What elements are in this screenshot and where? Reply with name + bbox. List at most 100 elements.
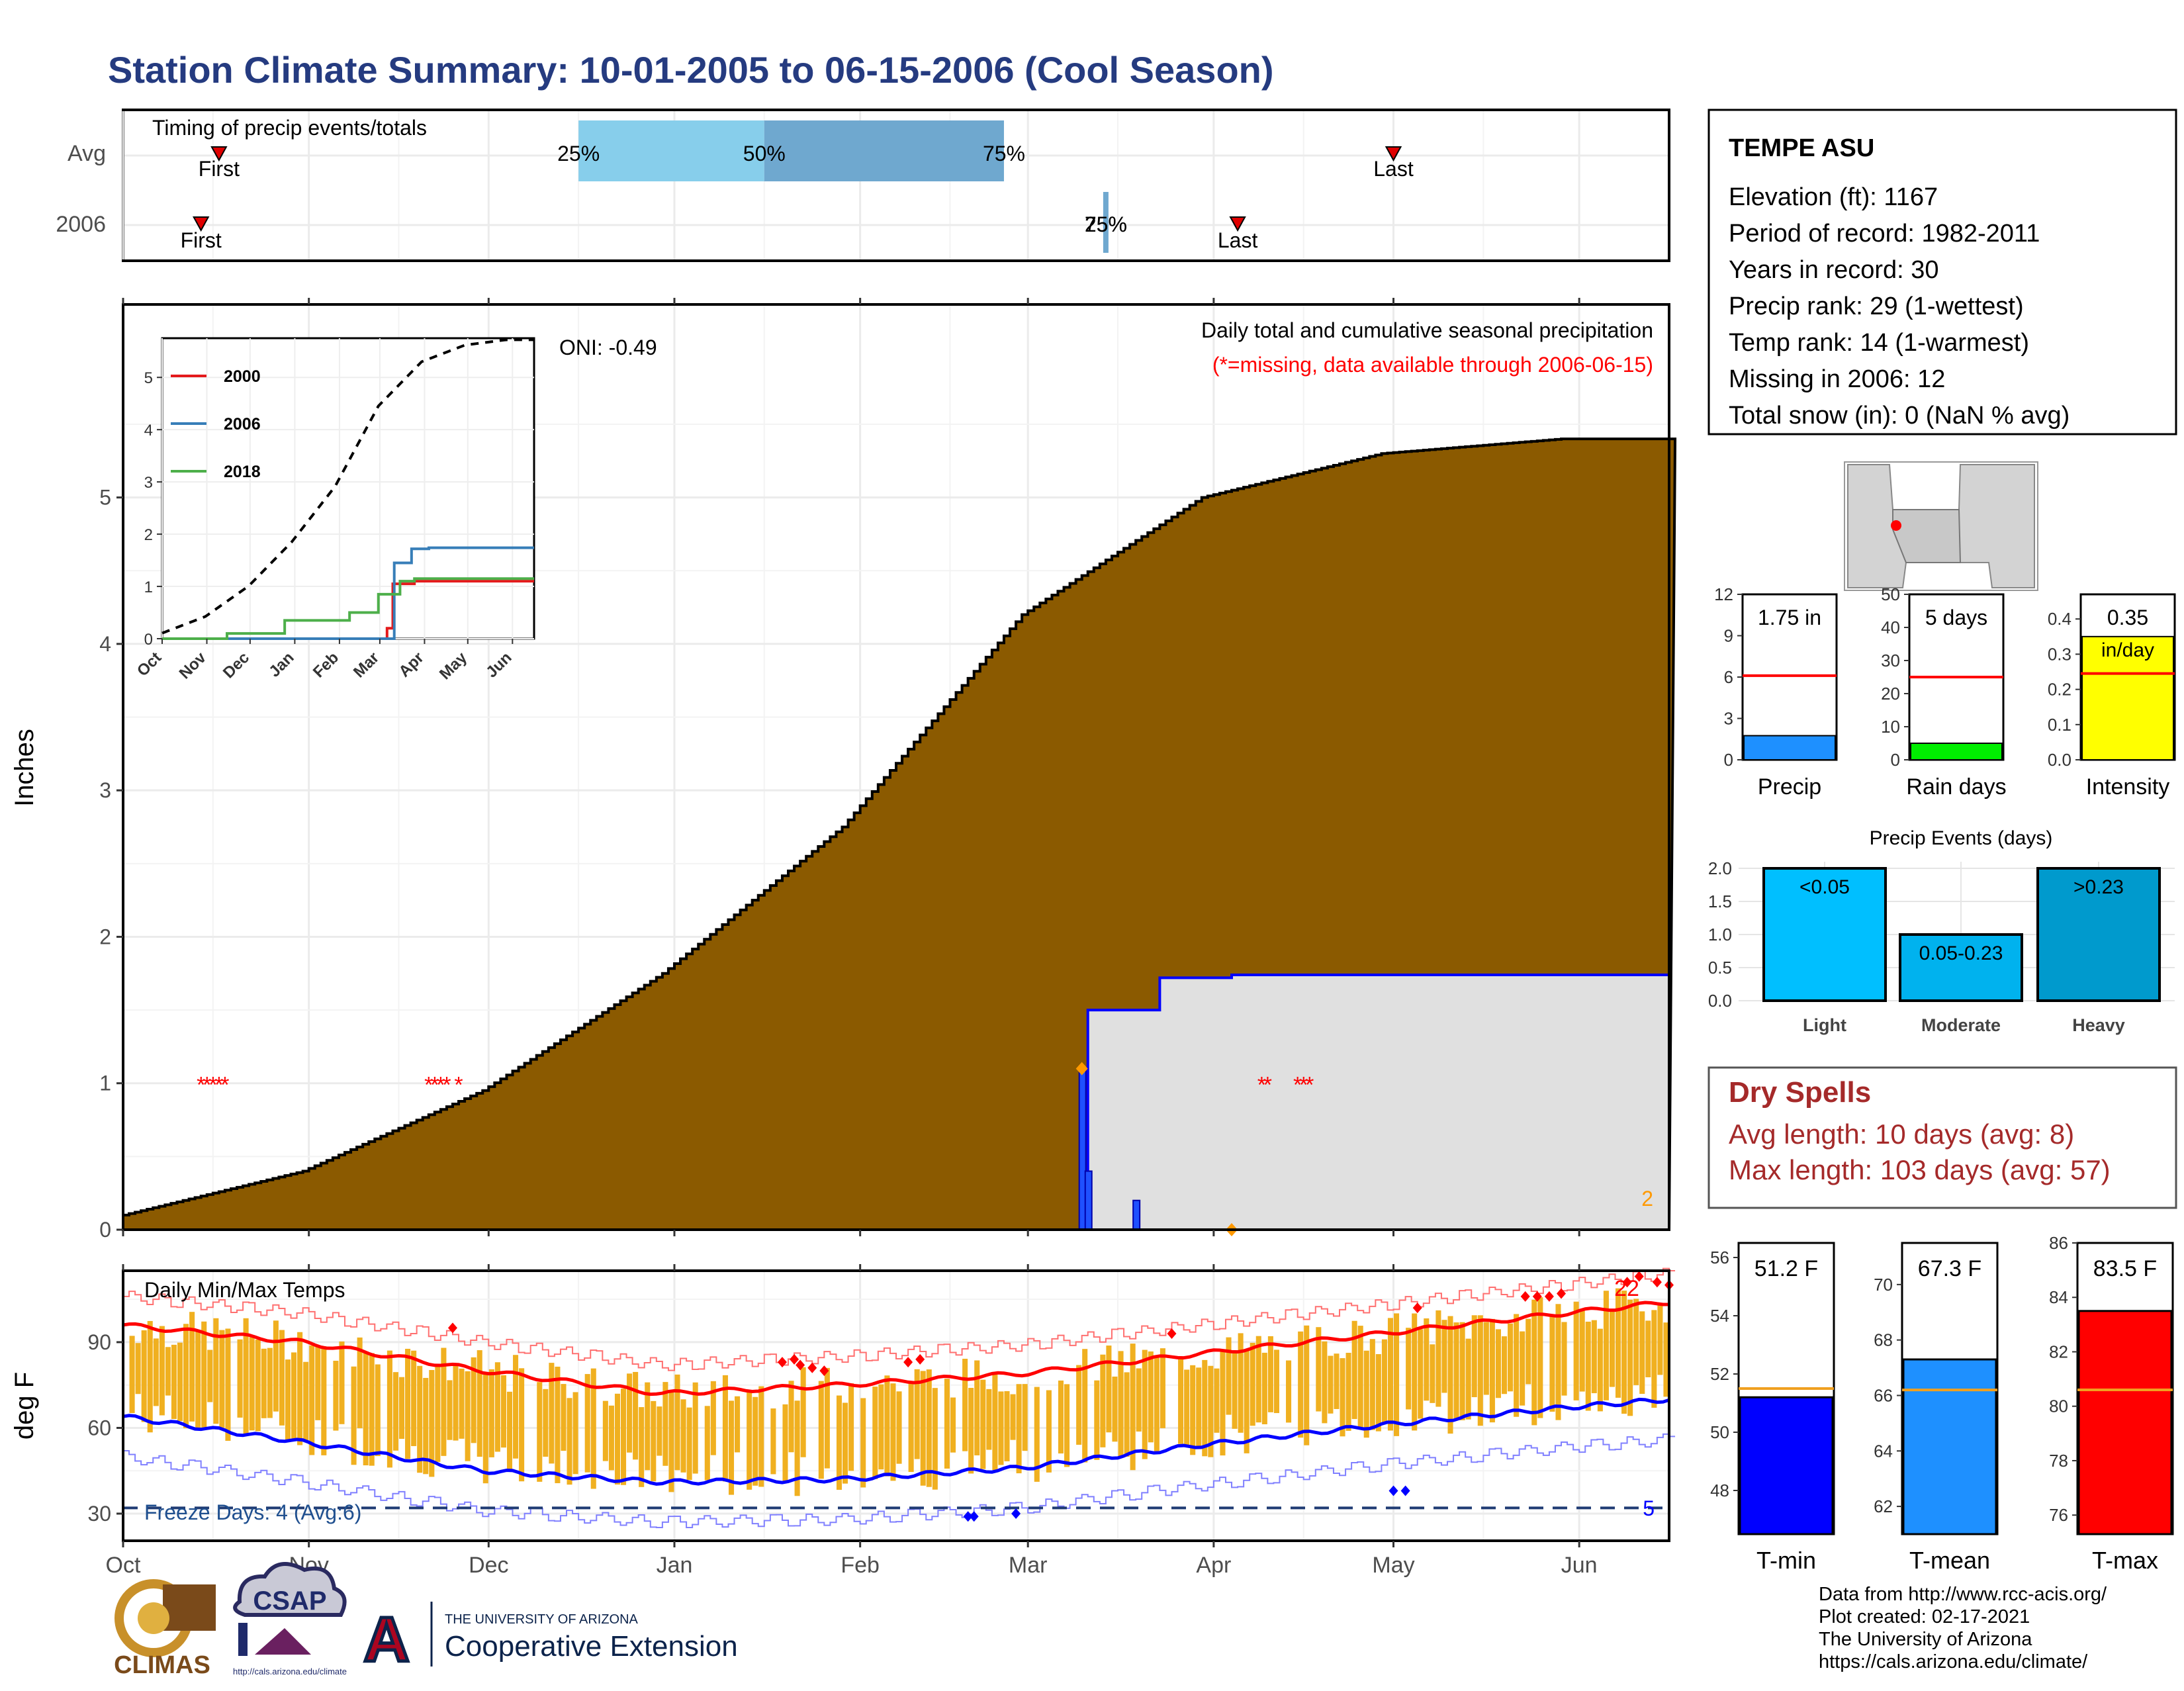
temp-bar-tick-label: 86 — [2049, 1233, 2068, 1253]
daily-temp-bar — [482, 1373, 488, 1484]
record-low-marker — [1388, 1485, 1398, 1496]
credit-line-0: Data from http://www.rcc-acis.org/ — [1819, 1584, 2107, 1605]
daily-temp-bar — [590, 1368, 596, 1489]
month-label: Jan — [657, 1553, 693, 1578]
daily-temp-bar — [1441, 1320, 1447, 1393]
mini-bar-label: Precip — [1758, 774, 1821, 800]
daily-temp-bar — [1208, 1365, 1214, 1457]
daily-temp-bar — [680, 1399, 686, 1473]
inset-ytick-label: 1 — [144, 578, 153, 596]
daily-temp-bar — [153, 1338, 159, 1406]
mini-bar-tick-label: 0.2 — [2048, 680, 2071, 700]
daily-temp-bar — [315, 1346, 321, 1420]
record-high-marker — [1622, 1277, 1632, 1288]
temp-ytick-label: 60 — [87, 1416, 111, 1440]
daily-temp-bar — [1214, 1368, 1220, 1433]
temp-bar-tick-label: 56 — [1710, 1248, 1729, 1267]
record-high-marker — [1652, 1277, 1662, 1288]
daily-temp-bar — [423, 1377, 429, 1475]
daily-temp-bar — [543, 1389, 549, 1457]
mini-bar-tick-label: 9 — [1724, 626, 1733, 646]
daily-temp-bar — [836, 1395, 842, 1490]
inset-frame — [161, 337, 535, 640]
daily-temp-bar — [261, 1348, 267, 1418]
timing-row-2006: 2006 — [56, 212, 106, 237]
temp-bar-tick-label: 78 — [2049, 1451, 2068, 1471]
daily-temp-bar — [1106, 1346, 1112, 1433]
daily-temp-bar — [129, 1336, 135, 1414]
inset-legend-label: 2000 — [224, 367, 261, 386]
missing-day-marker: * — [208, 1073, 217, 1098]
event-bar-label: Moderate — [1921, 1015, 2001, 1035]
record-high-marker — [1167, 1328, 1177, 1339]
credits: Data from http://www.rcc-acis.org/ Plot … — [1819, 1584, 2107, 1672]
event-bar — [1899, 933, 2023, 1002]
daily-temp-bar — [1369, 1339, 1375, 1430]
temp-panel: 30 60 90 deg F Daily Min/Max Temps Freeze … — [10, 1264, 1676, 1578]
daily-temp-bar — [1357, 1326, 1363, 1428]
daily-temp-bar — [986, 1389, 992, 1450]
daily-temp-bar — [1651, 1310, 1657, 1408]
freeze-days-label: Freeze Days: 4 (Avg:6) — [144, 1500, 361, 1524]
daily-temp-bar — [549, 1363, 555, 1464]
daily-temp-bar — [1178, 1357, 1184, 1444]
2006-pct-label-a: 25% — [1085, 212, 1127, 236]
daily-temp-bar — [506, 1391, 513, 1472]
missing-day-marker: * — [1263, 1073, 1272, 1098]
event-bar — [2036, 867, 2161, 1002]
daily-temp-bar — [1561, 1322, 1567, 1396]
daily-temp-bar — [1424, 1318, 1430, 1401]
daily-temp-bar — [1112, 1376, 1118, 1442]
ua-logo-small-text: THE UNIVERSITY OF ARIZONA — [445, 1612, 639, 1627]
station-info-line: Years in record: 30 — [1729, 256, 1939, 284]
daily-temp-bar — [1627, 1299, 1633, 1416]
temp-bar-tick-label: 54 — [1710, 1306, 1729, 1326]
daily-temp-bar — [189, 1312, 195, 1422]
daily-precip-bar — [1132, 1199, 1141, 1230]
daily-temp-bar — [1645, 1320, 1651, 1377]
temp-bar-tick-label: 50 — [1710, 1422, 1729, 1442]
daily-temp-bar — [477, 1350, 482, 1457]
2006-last-label: Last — [1218, 228, 1258, 252]
temp-bar-tick-label: 84 — [2049, 1287, 2068, 1307]
daily-temp-bar — [1375, 1354, 1381, 1432]
daily-temp-bar — [747, 1391, 752, 1490]
daily-temp-bar — [1453, 1322, 1459, 1419]
daily-temp-bar — [1531, 1299, 1537, 1426]
daily-temp-bar — [207, 1349, 213, 1402]
event-bar-text: <0.05 — [1799, 876, 1850, 898]
daily-temp-bar — [962, 1359, 968, 1451]
temp-bar-tick-label: 62 — [1874, 1496, 1893, 1516]
daily-temp-bar — [255, 1340, 261, 1432]
events-tick-label: 1.0 — [1708, 925, 1732, 944]
daily-temp-bar — [1465, 1338, 1471, 1420]
daily-temp-bar — [1255, 1336, 1261, 1423]
daily-temp-bar — [447, 1380, 453, 1440]
page-title: Station Climate Summary: 10-01-2005 to 0… — [108, 49, 1274, 91]
daily-temp-bar — [1345, 1353, 1351, 1431]
daily-temp-bar — [1663, 1322, 1669, 1397]
daily-temp-bar — [273, 1320, 279, 1412]
daily-temp-bar — [1034, 1387, 1040, 1482]
daily-temp-bar — [1124, 1372, 1130, 1457]
precip-ylabel: Inches — [10, 729, 39, 807]
mini-bar-tick-label: 0 — [1724, 750, 1733, 770]
daily-temp-bar — [1495, 1329, 1501, 1398]
mini-bar-value — [2081, 635, 2174, 760]
station-info-box: TEMPE ASU Elevation (ft): 1167 Period of … — [1707, 109, 2177, 435]
month-label: Jun — [1561, 1553, 1598, 1578]
precip-events-chart: Precip Events (days) 0.0 0.5 1.0 1.5 2.0 <0.0… — [1708, 827, 2175, 1035]
missing-day-marker: * — [1305, 1073, 1314, 1098]
2006-pct-label-b: 75% — [1085, 212, 1127, 236]
daily-temp-bar — [1591, 1320, 1597, 1394]
freeze-count: 5 — [1643, 1496, 1655, 1520]
daily-temp-bar — [890, 1383, 896, 1481]
mini-bar-value-unit: in/day — [2101, 639, 2154, 661]
daily-temp-bar — [561, 1384, 567, 1451]
record-high-marker — [903, 1357, 913, 1368]
mini-bar-tick-label: 50 — [1881, 584, 1900, 604]
daily-temp-bar — [1298, 1331, 1304, 1438]
temp-ylabel: deg F — [10, 1372, 39, 1440]
daily-temp-bar — [1082, 1349, 1088, 1463]
